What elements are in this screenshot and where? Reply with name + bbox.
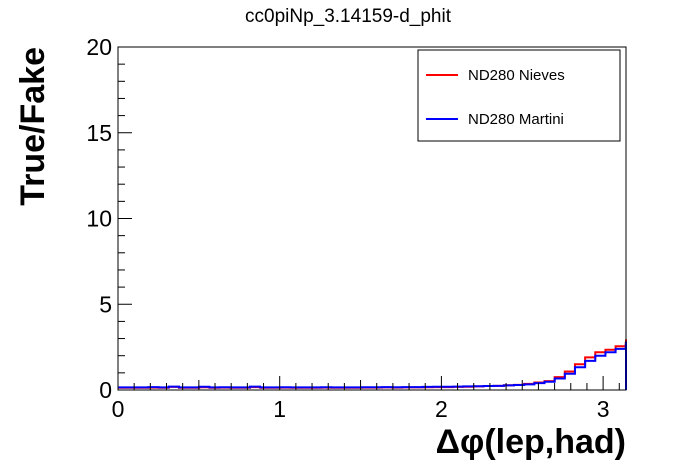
axes: 0 5 10 15 20 0 1 2 3 (86, 34, 620, 422)
y-tick-label: 5 (99, 291, 112, 317)
x-tick-label: 2 (435, 396, 448, 422)
y-tick-label: 10 (86, 206, 112, 232)
x-axis-label: Δφ(lep,had) (436, 423, 626, 461)
y-tick-label: 15 (86, 120, 112, 146)
y-tick-label: 0 (99, 377, 112, 403)
legend-label-martini: ND280 Martini (468, 111, 564, 128)
x-tick-label: 3 (597, 396, 610, 422)
legend-box (417, 49, 621, 142)
x-tick-label: 1 (273, 396, 286, 422)
y-axis-label: True/Fake (14, 47, 52, 206)
series-line-nd280-martini (118, 341, 627, 390)
chart-title: cc0piNp_3.14159-d_phit (245, 6, 452, 27)
legend-label-nieves: ND280 Nieves (468, 67, 565, 84)
y-tick-label: 20 (86, 34, 112, 60)
x-tick-label: 0 (112, 396, 125, 422)
legend: ND280 Nieves ND280 Martini (417, 49, 621, 142)
plot-area (118, 339, 627, 390)
